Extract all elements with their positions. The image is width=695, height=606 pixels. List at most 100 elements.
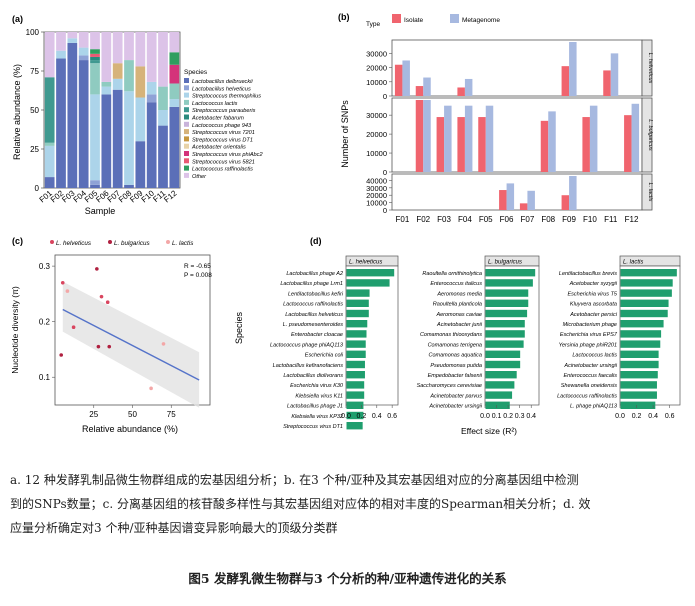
effect-bar — [620, 330, 662, 338]
effect-bar — [485, 309, 528, 318]
legend-entry: Lactococcus raffinolactis — [192, 167, 253, 173]
stacked-bar-segment — [90, 32, 100, 50]
effect-bar — [485, 371, 517, 379]
effect-bar — [485, 360, 521, 369]
legend-swatch — [184, 143, 189, 149]
stacked-bar-segment — [90, 60, 100, 64]
y-tick-label: 20000 — [366, 191, 387, 200]
legend-swatch — [184, 129, 189, 135]
stacked-bar-segment — [67, 32, 78, 39]
effect-bar — [485, 289, 529, 297]
scatter-point — [99, 294, 104, 299]
scatter-point — [96, 344, 101, 349]
facet-strip-label: L. lactis — [623, 260, 643, 266]
x-tick-label: F05 — [479, 215, 493, 224]
snp-bar — [444, 105, 452, 172]
legend-entry: L. lactis — [172, 240, 194, 247]
stacked-bar-segment — [112, 78, 123, 90]
legend-entry: L. helveticus — [56, 240, 92, 247]
effect-bar — [620, 309, 668, 318]
panel-d-label: (d) — [310, 236, 322, 246]
effect-bar — [346, 340, 366, 348]
x-tick-label: 0.6 — [387, 413, 397, 420]
snp-bar — [485, 105, 494, 172]
legend-entry: Other — [192, 174, 207, 180]
effect-bar — [485, 401, 510, 409]
stacked-bar-segment — [169, 64, 180, 84]
snp-bar — [436, 117, 445, 172]
legend-entry: Streptococcus thermophilus — [192, 94, 261, 100]
snp-bar — [527, 190, 535, 210]
stacked-bar-segment — [56, 58, 66, 188]
snp-bar — [457, 87, 465, 96]
snp-bar — [464, 78, 473, 96]
x-tick-label: F03 — [437, 215, 451, 224]
species-label: Lactococcus lactis — [572, 353, 617, 359]
x-tick-label: F12 — [625, 215, 639, 224]
stacked-bar-segment — [146, 102, 157, 188]
species-label: Comamonas terrigena — [428, 342, 482, 348]
snp-bar — [423, 100, 431, 172]
snp-bar — [569, 176, 577, 210]
species-label: Shewanella oneidensis — [561, 383, 618, 389]
species-label: Klebsiella virus K11 — [295, 393, 343, 399]
panel-c-label: (c) — [12, 236, 23, 246]
species-label: Aeromonas caviae — [435, 312, 482, 318]
y-tick-label: 10000 — [366, 199, 387, 208]
facet-strip-label: L. bulgaricus — [647, 119, 653, 150]
stacked-bar-segment — [169, 106, 180, 188]
legend-swatch — [184, 92, 189, 98]
species-label: Enterobacter cloacae — [291, 332, 343, 338]
x-tick-label: F08 — [541, 215, 555, 224]
caption-line-2: 到的SNPs数量；c. 分离基因组的核苷酸多样性与其宏基因组对应体的相对丰度的S… — [10, 497, 591, 511]
facet-strip — [641, 39, 653, 97]
x-tick-label: F12 — [162, 188, 179, 204]
x-tick-label: 0.1 — [492, 413, 502, 420]
species-label: Microbacterium phage — [563, 322, 617, 328]
snp-bar — [582, 117, 590, 172]
effect-bar — [346, 391, 365, 399]
effect-bar — [485, 320, 525, 328]
legend-entry: Streptococcus parauberis — [192, 108, 256, 114]
effect-bar — [346, 411, 364, 420]
legend-swatch — [184, 172, 189, 178]
facet-strip — [641, 97, 653, 173]
x-tick-label: F02 — [416, 215, 430, 224]
legend-swatch — [392, 14, 401, 23]
stacked-bar-segment — [78, 47, 89, 56]
snp-bar — [610, 53, 619, 96]
species-label: Lactobacillus phage A2 — [286, 271, 343, 277]
panel-a-label: (a) — [12, 14, 23, 24]
effect-bar — [485, 350, 521, 358]
panel-b-legend: Isolate Metagenome — [392, 14, 500, 24]
panel-a-legend-title: Species — [184, 69, 208, 76]
panel-c-plot-body: 25 50 75 0.1 0.2 0.3 — [39, 262, 200, 419]
snp-bar — [415, 100, 424, 172]
facet-1: L. bulgaricus 0 10000 20000 30000 — [366, 97, 653, 177]
legend-marker — [108, 240, 112, 244]
snp-bar — [548, 111, 556, 172]
snp-bar — [519, 203, 528, 210]
stacked-bar-segment — [56, 32, 66, 51]
panel-c-stat-r: R = -0.65 — [184, 263, 211, 270]
legend-swatch — [184, 158, 189, 164]
effect-bar — [485, 279, 533, 287]
figure-title: 图5 发酵乳微生物群与3 个分析的种/亚种遗传进化的关系 — [188, 571, 507, 586]
effect-bar — [485, 330, 525, 338]
scatter-point — [149, 386, 153, 391]
legend-swatch — [184, 114, 189, 120]
regression-line — [62, 308, 200, 381]
stacked-bar-segment — [67, 38, 78, 43]
stacked-bar-segment — [56, 50, 66, 59]
effect-bar — [485, 381, 515, 389]
legend-entry: Streptococcus virus DT1 — [192, 137, 253, 143]
y-tick-label: 75 — [30, 67, 39, 76]
stacked-bar-segment — [135, 32, 146, 67]
species-label: Acetobacter persici — [569, 312, 618, 318]
facet-frame — [391, 173, 643, 211]
effect-bar — [620, 401, 656, 409]
species-label: Enterococcus italicus — [430, 281, 482, 287]
stacked-bar-segment — [44, 177, 55, 188]
species-label: Comamonas aquatica — [428, 353, 482, 359]
y-tick-label: 25 — [30, 145, 39, 154]
